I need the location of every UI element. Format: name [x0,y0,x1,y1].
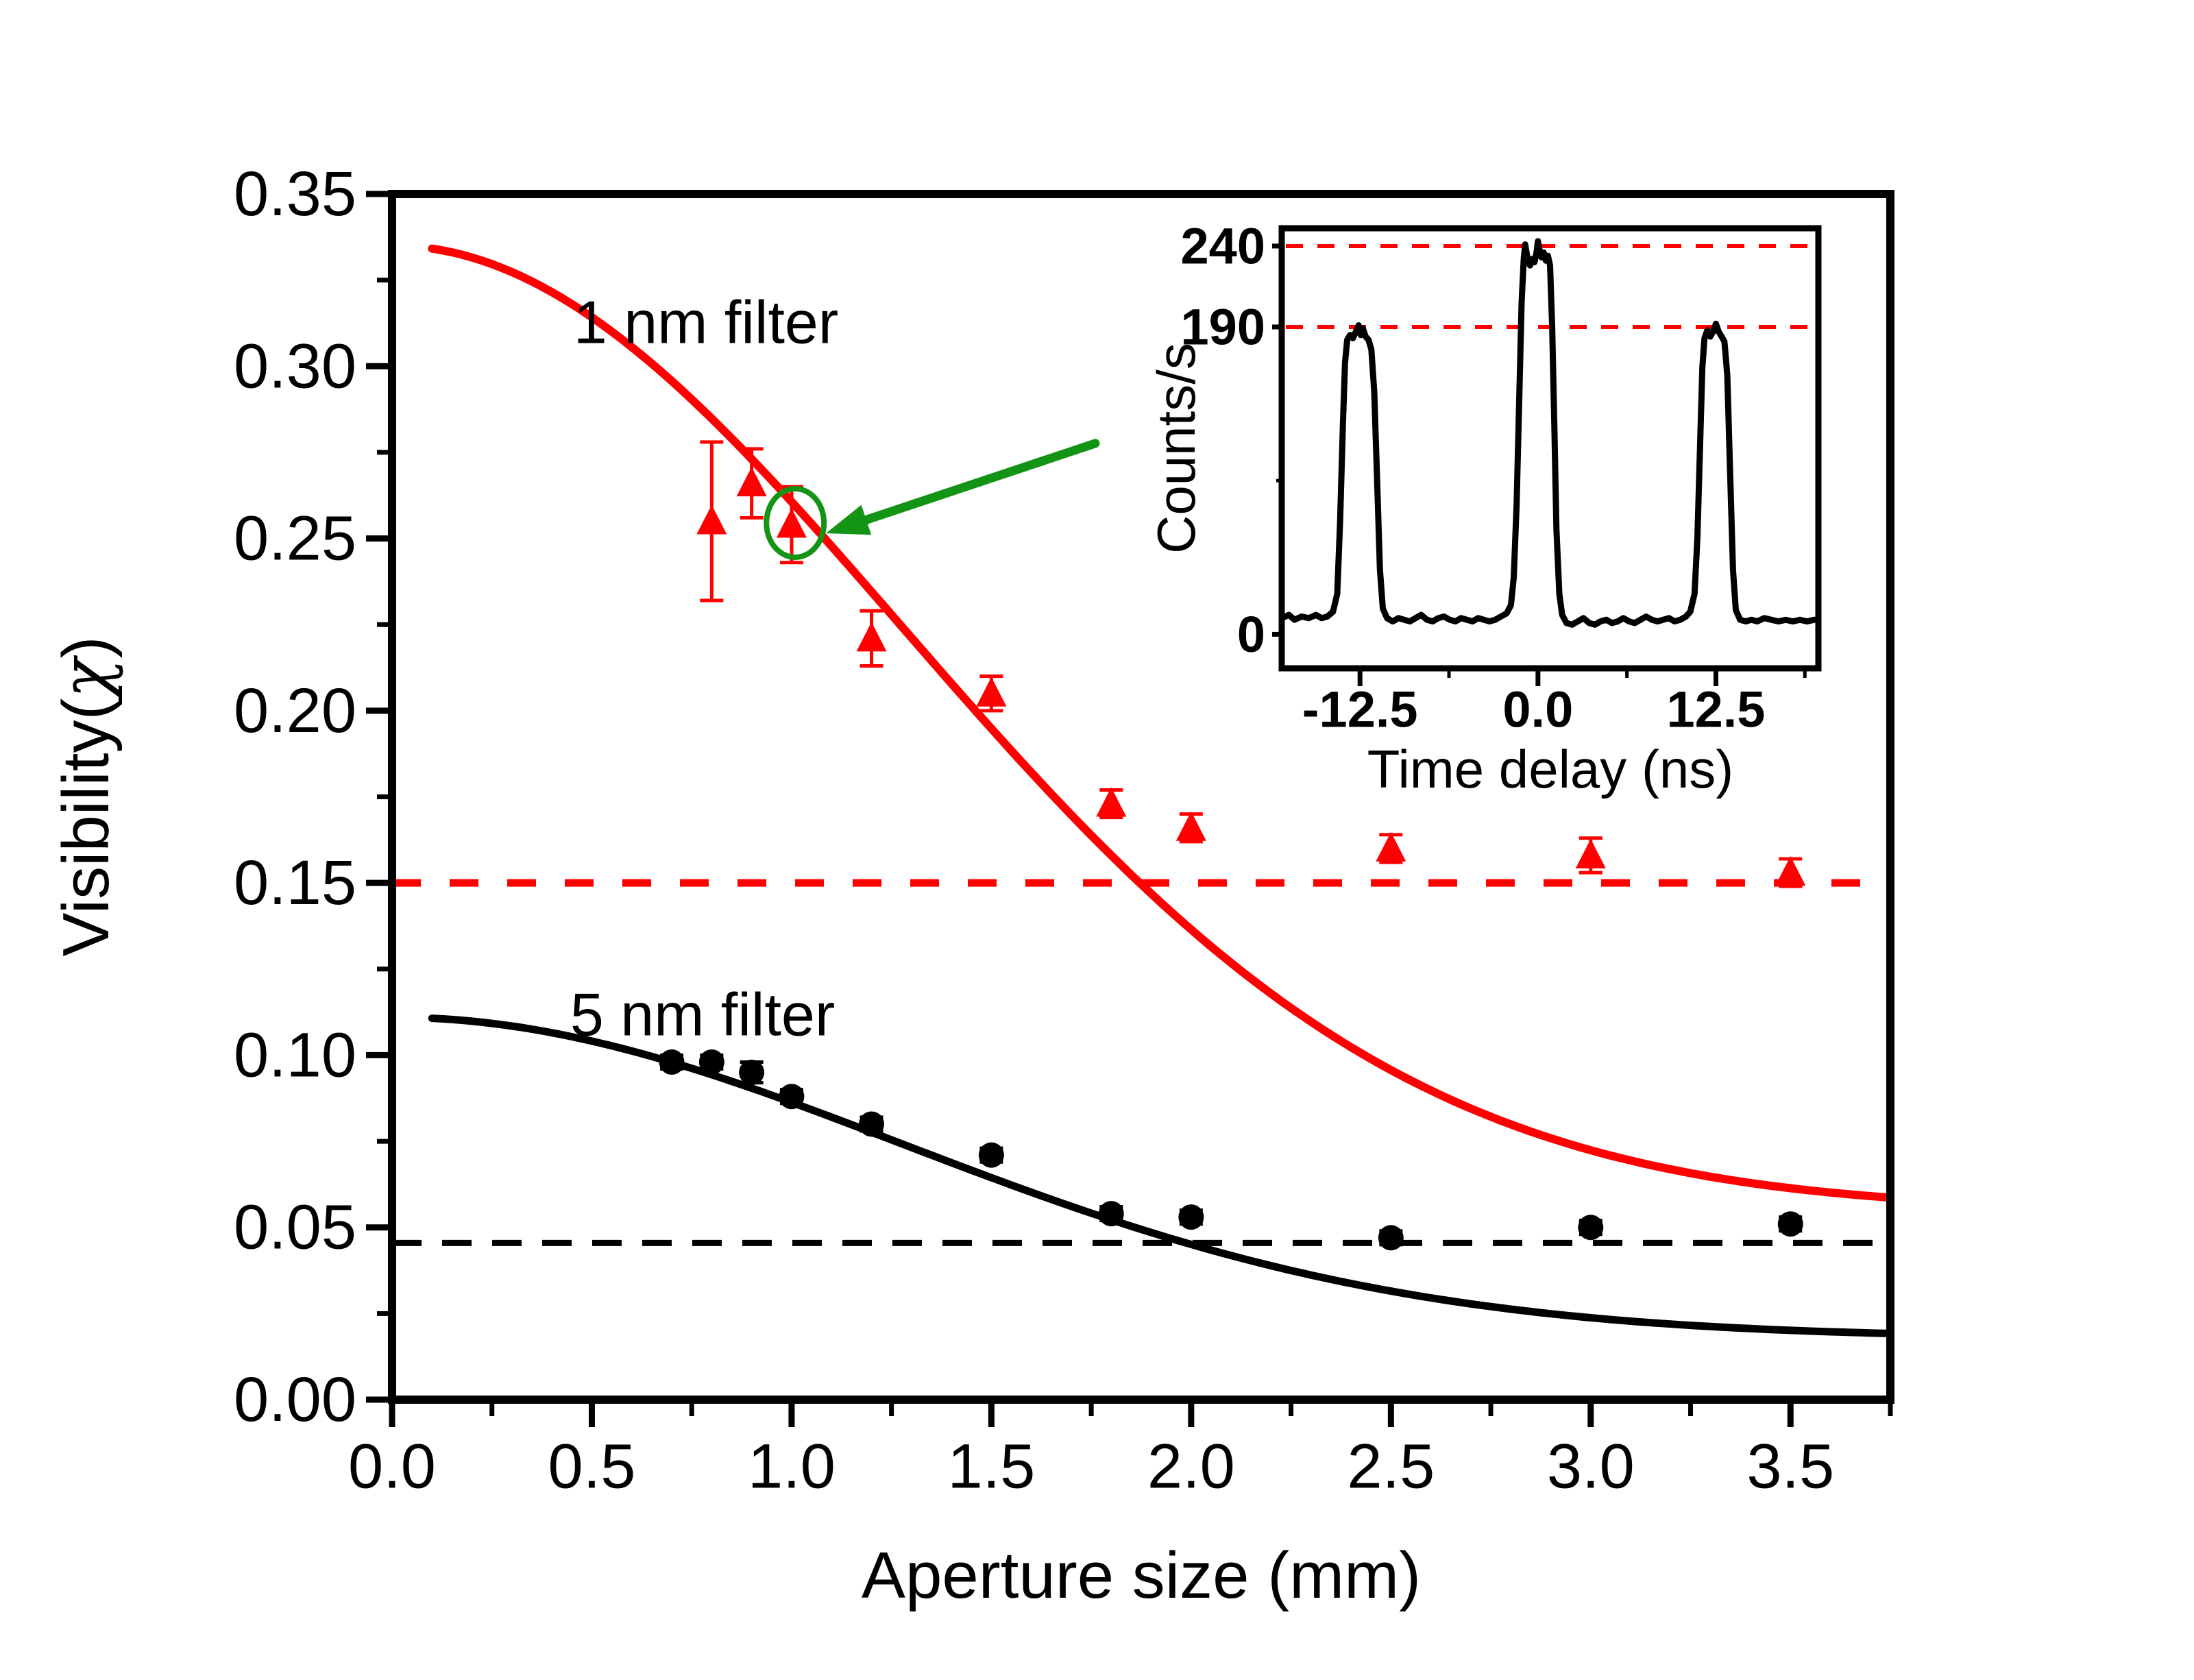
triangle-marker [696,504,727,535]
series1-label: 1 nm filter [574,289,838,356]
circle-marker [1578,1215,1604,1241]
circle-marker [739,1060,765,1086]
inset-x-tick-label: 12.5 [1666,681,1765,738]
circle-marker [978,1142,1004,1168]
fit-curve-red [428,244,1894,1202]
x-tick-label: 3.0 [1547,1432,1635,1502]
triangle-marker [1575,838,1606,868]
inset-y-tick-label: 0 [1237,606,1265,663]
circle-marker [659,1049,685,1075]
x-tick-label: 0.0 [348,1432,436,1502]
triangle-marker [856,622,887,652]
circle-marker [859,1111,885,1137]
inset-y-tick-label: 240 [1181,217,1265,274]
triangle-marker [976,677,1007,707]
x-tick-label: 2.0 [1147,1432,1235,1502]
inset-trace [1280,238,1818,628]
x-tick-label: 2.5 [1347,1432,1435,1502]
circle-marker [779,1084,805,1110]
x-tick-label: 1.5 [947,1432,1035,1502]
triangle-marker [776,508,807,538]
triangle-marker [1775,856,1806,886]
annotation-arrow-head [826,504,872,535]
triangle-marker [1096,787,1127,817]
y-tick-label: 0.30 [234,331,356,401]
inset-x-tick-label: -12.5 [1302,681,1418,738]
inset-plot-box [1278,225,1822,672]
inset-x-tick-label: 0.0 [1502,681,1573,738]
circle-marker [1098,1201,1124,1227]
y-tick-label: 0.25 [234,504,356,574]
inset-plot: -12.5 0.0 12.5 240 190 0 [1181,217,1822,738]
y-tick-label: 0.20 [234,676,356,746]
y-tick-label: 0.10 [234,1020,356,1090]
inset-y-tick-label: 190 [1181,298,1265,355]
x-tick-label: 1.0 [748,1432,836,1502]
circle-marker [1178,1204,1204,1230]
inset-x-axis-title: Time delay (ns) [1367,739,1734,799]
y-tick-label: 0.05 [234,1193,356,1263]
y-tick-label: 0.35 [234,159,356,229]
x-axis-title: Aperture size (mm) [862,1539,1421,1612]
triangle-marker [736,467,767,497]
highlight-circle [764,485,827,560]
y-axis-title-part1: Visibility( [49,698,123,957]
circle-marker [1378,1225,1404,1251]
annotation-arrow-line [862,439,1100,524]
triangle-marker [1175,811,1206,841]
main-plot: 0.0 0.5 1.0 1.5 2.0 2.5 3.0 3.50.000.050.100.15… [234,159,1894,1502]
circle-marker [698,1049,724,1075]
circle-marker [1777,1211,1803,1237]
fit-curve-black [428,1014,1894,1337]
triangle-marker [1376,831,1406,862]
inset-y-axis-title: Counts/s [1146,343,1206,554]
y-axis-title-part2: ) [49,636,123,658]
series2-label: 5 nm filter [570,981,835,1049]
chi-symbol: χ [47,655,124,703]
y-tick-label: 0.00 [234,1365,356,1435]
x-tick-label: 0.5 [548,1432,636,1502]
y-axis-title: Visibility(χ) [47,636,124,956]
y-tick-label: 0.15 [234,848,356,918]
x-tick-label: 3.5 [1746,1432,1834,1502]
